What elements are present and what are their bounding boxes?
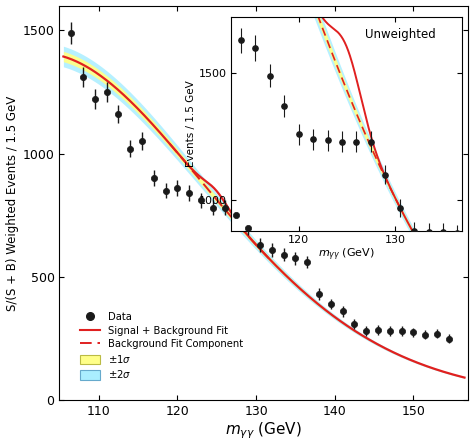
Y-axis label: S/(S + B) Weighted Events / 1.5 GeV: S/(S + B) Weighted Events / 1.5 GeV <box>6 95 18 311</box>
X-axis label: $m_{\gamma\gamma}$ (GeV): $m_{\gamma\gamma}$ (GeV) <box>226 421 302 442</box>
Legend: Data, Signal + Background Fit, Background Fit Component, $\pm1\sigma$, $\pm2\sig: Data, Signal + Background Fit, Backgroun… <box>77 309 246 384</box>
